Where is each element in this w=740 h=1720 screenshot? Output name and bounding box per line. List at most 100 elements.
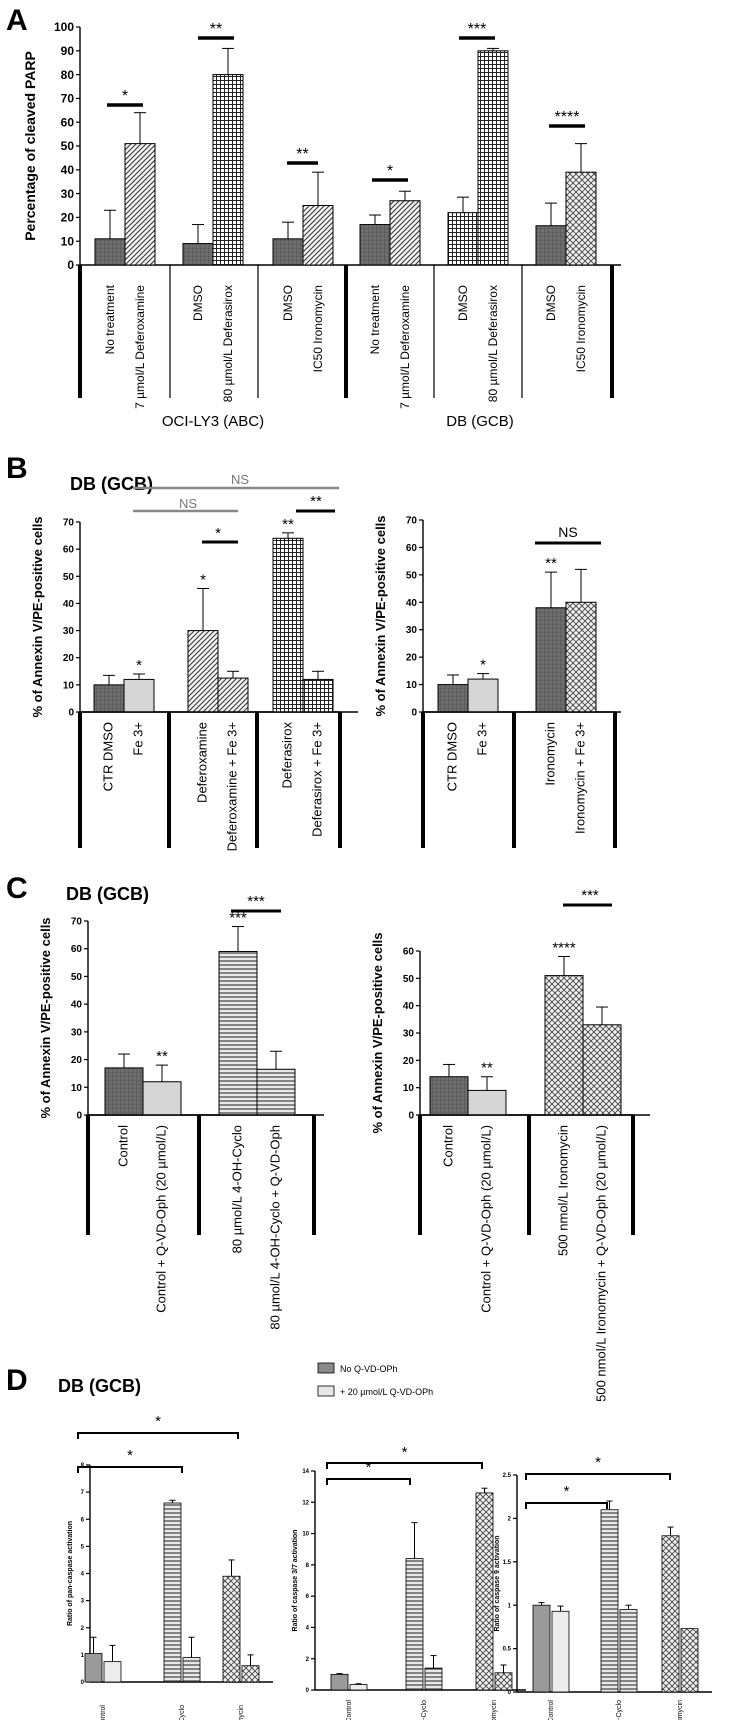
y-tick-label: 0	[508, 1690, 512, 1696]
category-label: CTR DMSO	[445, 722, 460, 791]
category-label: Control + Q-VD-Oph (20 µmol/L)	[479, 1125, 494, 1313]
bar-significance-label: *	[480, 657, 486, 674]
legend-swatch-no-qvd	[317, 1362, 335, 1374]
bar	[218, 950, 258, 1116]
y-tick-label: 40	[71, 1000, 83, 1011]
group-label: OCI-LY3 (ABC)	[162, 413, 264, 430]
category-label: 7 µmol/L Deferoxamine	[133, 285, 147, 409]
y-axis-label: % of Annexin V/PE-positive cells	[370, 932, 385, 1133]
category-label: 500 nmol/L Ironomycin	[677, 1700, 684, 1720]
bar	[389, 200, 421, 266]
chart-a: 0 10 20 30 40 50 60 70 80 90 100 Percentage of clea…	[22, 20, 621, 430]
y-tick-label: 50	[403, 974, 415, 985]
bar	[544, 975, 584, 1116]
significance-bracket	[77, 1432, 239, 1439]
category-label: CTR DMSO	[101, 722, 116, 791]
bar	[241, 1665, 260, 1683]
bar	[551, 1610, 570, 1693]
panel-letter-c: C	[6, 872, 28, 905]
y-tick-label: 100	[54, 20, 74, 34]
category-label: Control	[346, 1700, 353, 1720]
category-label: 80 µmol/L Deferasirox	[486, 285, 500, 402]
category-label: Deferoxamine	[195, 722, 210, 803]
y-tick-label: 50	[406, 570, 418, 581]
y-tick-label: 8	[306, 1563, 310, 1569]
panel-letter-a: A	[6, 4, 28, 37]
bar	[123, 678, 155, 713]
bar	[187, 630, 219, 713]
category-label: Ironomycin	[543, 722, 558, 786]
bar	[182, 1657, 201, 1683]
y-tick-label: 2	[306, 1657, 310, 1663]
y-axis-label: Ratio of pan-caspase activation	[67, 1521, 74, 1626]
bar	[619, 1609, 638, 1693]
bar	[84, 1653, 103, 1683]
y-tick-label: 60	[403, 947, 415, 958]
y-tick-label: 2	[81, 1626, 85, 1632]
category-label: Control	[116, 1125, 131, 1167]
category-label: DMSO	[191, 285, 205, 321]
y-tick-label: 40	[61, 163, 75, 177]
bar	[222, 1575, 241, 1683]
bar	[424, 1667, 443, 1691]
significance-label: **	[210, 21, 222, 38]
y-tick-label: 60	[61, 115, 75, 129]
bar	[600, 1509, 619, 1693]
bar	[467, 678, 499, 713]
significance-label: ***	[468, 21, 487, 38]
significance-bracket	[326, 1478, 411, 1485]
y-axis-label: % of Annexin V/PE-positive cells	[30, 516, 45, 717]
bar	[405, 1558, 424, 1691]
y-tick-label: 20	[61, 211, 75, 225]
y-tick-label: 60	[63, 545, 75, 556]
y-tick-label: 80	[61, 68, 75, 82]
y-tick-label: 0	[76, 1111, 82, 1122]
significance-label: *	[366, 1459, 372, 1476]
bar-significance-label: **	[156, 1048, 168, 1065]
category-label: Fe 3+	[131, 722, 146, 756]
y-tick-label: 50	[61, 139, 75, 153]
y-tick-label: 7	[81, 1490, 85, 1496]
legend-swatch-with-qvd	[317, 1385, 335, 1397]
panel-b-subtitle: DB (GCB)	[70, 474, 153, 494]
y-tick-label: 20	[403, 1056, 415, 1067]
y-tick-label: 0	[68, 708, 74, 719]
significance-label: ****	[555, 109, 580, 126]
significance-label: **	[296, 146, 308, 163]
y-tick-label: 40	[403, 1001, 415, 1012]
significance-label: *	[564, 1483, 570, 1500]
panel-c-subtitle: DB (GCB)	[66, 884, 149, 904]
bar-significance-label: *	[200, 572, 206, 589]
y-tick-label: 20	[71, 1055, 83, 1066]
bar	[182, 243, 214, 266]
category-label: IC50 Ironomycin	[574, 285, 588, 372]
chart-d3: 0 0.5 1 1.5 2 2.5 Ratio of caspase 9 activatio…	[494, 1454, 712, 1720]
bar	[217, 677, 249, 713]
category-label: Control	[548, 1700, 555, 1720]
category-label: 500 nmol/L Ironomycin	[556, 1125, 571, 1256]
category-label: 4-OH-Cyclo	[616, 1700, 623, 1720]
y-tick-label: 10	[61, 234, 75, 248]
significance-bracket	[326, 1462, 483, 1469]
bar	[565, 171, 597, 266]
panel-letter-b: B	[6, 452, 28, 485]
y-axis-label: % of Annexin V/PE-positive cells	[38, 917, 53, 1118]
bar	[94, 238, 126, 266]
significance-label: *	[595, 1454, 601, 1471]
chart-b1: 0 10 20 30 40 50 60 70 % of Annexin V/PE-positiv…	[30, 472, 358, 851]
y-tick-label: 12	[302, 1500, 309, 1506]
y-tick-label: 10	[406, 680, 418, 691]
y-axis-label: % of Annexin V/PE-positive cells	[373, 515, 388, 716]
y-tick-label: 30	[403, 1029, 415, 1040]
y-tick-label: 4	[81, 1572, 85, 1578]
bar-significance-label: ***	[229, 910, 247, 927]
category-label: DMSO	[544, 285, 558, 321]
bar	[477, 50, 509, 266]
y-tick-label: 2	[508, 1517, 512, 1523]
bar	[163, 1502, 182, 1683]
y-tick-label: 0	[306, 1688, 310, 1694]
significance-bracket	[77, 1466, 183, 1473]
y-tick-label: 60	[406, 543, 418, 554]
bar	[661, 1535, 680, 1693]
